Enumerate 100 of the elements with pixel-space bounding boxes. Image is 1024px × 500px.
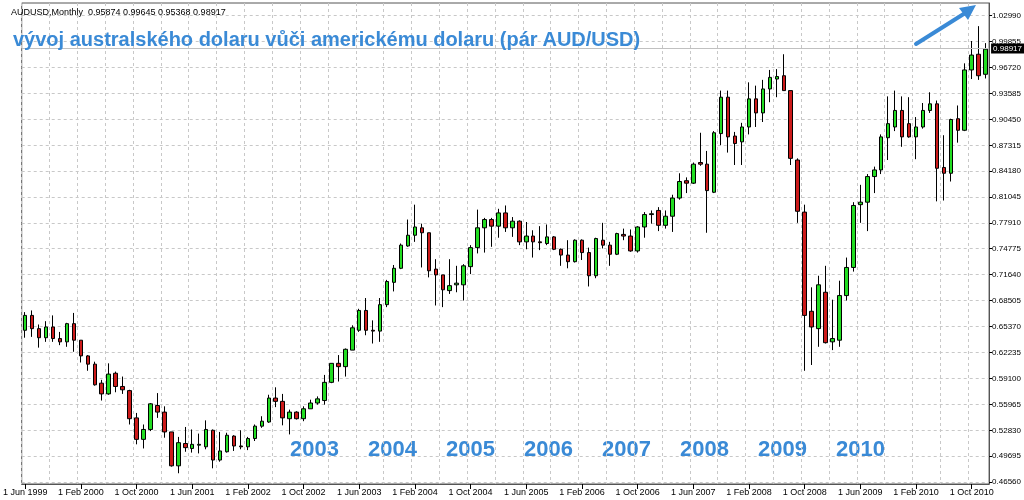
y-tick-label: 0.65370 — [992, 321, 1022, 331]
candlestick — [350, 324, 355, 351]
candlestick — [615, 232, 619, 256]
y-tick-label: 0.87315 — [992, 140, 1022, 150]
text: vývoj australského dolaru vůči americkému dolaru (pár AUD/USD) — [13, 28, 641, 50]
candlestick — [267, 394, 271, 424]
candlestick — [475, 209, 480, 254]
candlestick — [823, 265, 828, 344]
candlestick — [322, 374, 327, 406]
candlestick — [489, 217, 494, 248]
candlestick — [733, 131, 737, 166]
candlestick — [413, 204, 417, 243]
y-tick-label: 0.96720 — [992, 62, 1022, 72]
y-tick-label: 0.84180 — [992, 166, 1022, 176]
candlestick — [552, 235, 556, 251]
candlestick — [225, 432, 229, 454]
candlestick — [183, 426, 188, 453]
candlestick — [301, 405, 306, 422]
candlestick — [127, 389, 132, 425]
candlestick — [427, 232, 431, 278]
x-tick-label: 1 Jun 1999 — [2, 486, 48, 497]
candlestick — [573, 238, 577, 264]
candlestick — [677, 172, 682, 201]
candlestick — [580, 238, 584, 261]
candlestick — [72, 312, 76, 353]
candlestick — [406, 219, 410, 248]
candlestick — [468, 244, 473, 275]
candlestick — [608, 241, 612, 267]
candlestick — [900, 95, 904, 148]
candlestick — [385, 279, 389, 308]
candlestick — [461, 263, 466, 302]
candlestick — [816, 275, 821, 348]
candlestick — [392, 264, 396, 292]
annotation: 2008 — [680, 435, 729, 461]
y-tick-label: 0.81045 — [992, 192, 1022, 202]
candlestick — [294, 410, 299, 421]
y-tick-label: 0.74775 — [992, 244, 1022, 254]
x-tick-label: 1 Oct 2000 — [114, 486, 159, 497]
candlestick — [65, 322, 69, 348]
candlestick — [134, 412, 139, 445]
y-tick-label: 0.46560 — [992, 477, 1022, 487]
x-tick-label: 1 Jun 2005 — [504, 486, 549, 497]
candlestick — [949, 118, 953, 183]
candlestick — [719, 90, 723, 146]
candlestick — [364, 297, 368, 336]
candlestick — [315, 395, 320, 406]
x-tick-label: 1 Oct 2008 — [782, 486, 827, 497]
candlestick — [649, 209, 654, 225]
candlestick — [399, 243, 403, 270]
candlestick — [482, 217, 487, 254]
candlestick — [705, 150, 709, 234]
candlestick — [211, 428, 215, 469]
ref-line-label: 0.98917 — [993, 43, 1023, 53]
candlestick — [86, 354, 90, 372]
x-tick-label: 1 Feb 2006 — [559, 486, 605, 497]
annotation: 2005 — [446, 435, 495, 461]
y-tick-label: 0.55965 — [992, 399, 1022, 409]
candlestick — [155, 392, 160, 419]
candlestick — [197, 433, 201, 454]
annotation: 2003 — [290, 435, 339, 461]
candlestick — [670, 194, 675, 233]
annotation: 2007 — [602, 435, 651, 461]
candlestick — [886, 95, 890, 161]
candlestick — [517, 219, 522, 246]
chart-subtitle: AUDUSD,Monthly 0.95874 0.99645 0.95368 0.98917 — [11, 6, 226, 17]
candlestick — [754, 85, 758, 128]
candlestick — [308, 399, 313, 410]
candlestick — [204, 419, 208, 450]
candlestick — [190, 428, 194, 454]
candlestick — [447, 258, 452, 295]
annotation: 2009 — [758, 435, 807, 461]
x-tick-label: 1 Jun 2003 — [336, 486, 382, 497]
candlestick — [454, 265, 459, 293]
candlestick — [726, 90, 730, 154]
candlestick — [378, 297, 382, 343]
candlestick — [830, 299, 835, 351]
candlestick — [106, 362, 111, 396]
x-tick-label: 1 Jun 2009 — [838, 486, 883, 497]
candlestick — [872, 166, 877, 194]
candlestick — [273, 386, 278, 408]
candlestick — [420, 223, 424, 268]
candlestick — [747, 81, 751, 135]
candlestick — [663, 209, 668, 230]
y-tick-label: 0.90450 — [992, 114, 1022, 124]
candlestick — [879, 133, 883, 175]
candlestick — [788, 90, 793, 166]
candlestick — [371, 319, 375, 344]
candlestick — [809, 286, 814, 366]
y-tick-label: 0.99855 — [992, 36, 1022, 46]
y-tick-label: 0.62235 — [992, 347, 1022, 357]
annotation: 2010 — [836, 435, 885, 461]
candlestick — [782, 53, 786, 92]
candlestick — [148, 402, 153, 432]
y-tick-label: 0.77910 — [992, 218, 1022, 228]
candlestick — [795, 157, 800, 224]
candlestick — [587, 247, 591, 287]
candlestick — [253, 423, 257, 442]
candlestick — [37, 323, 41, 349]
candlestick — [169, 431, 174, 468]
candlestick — [503, 204, 508, 233]
